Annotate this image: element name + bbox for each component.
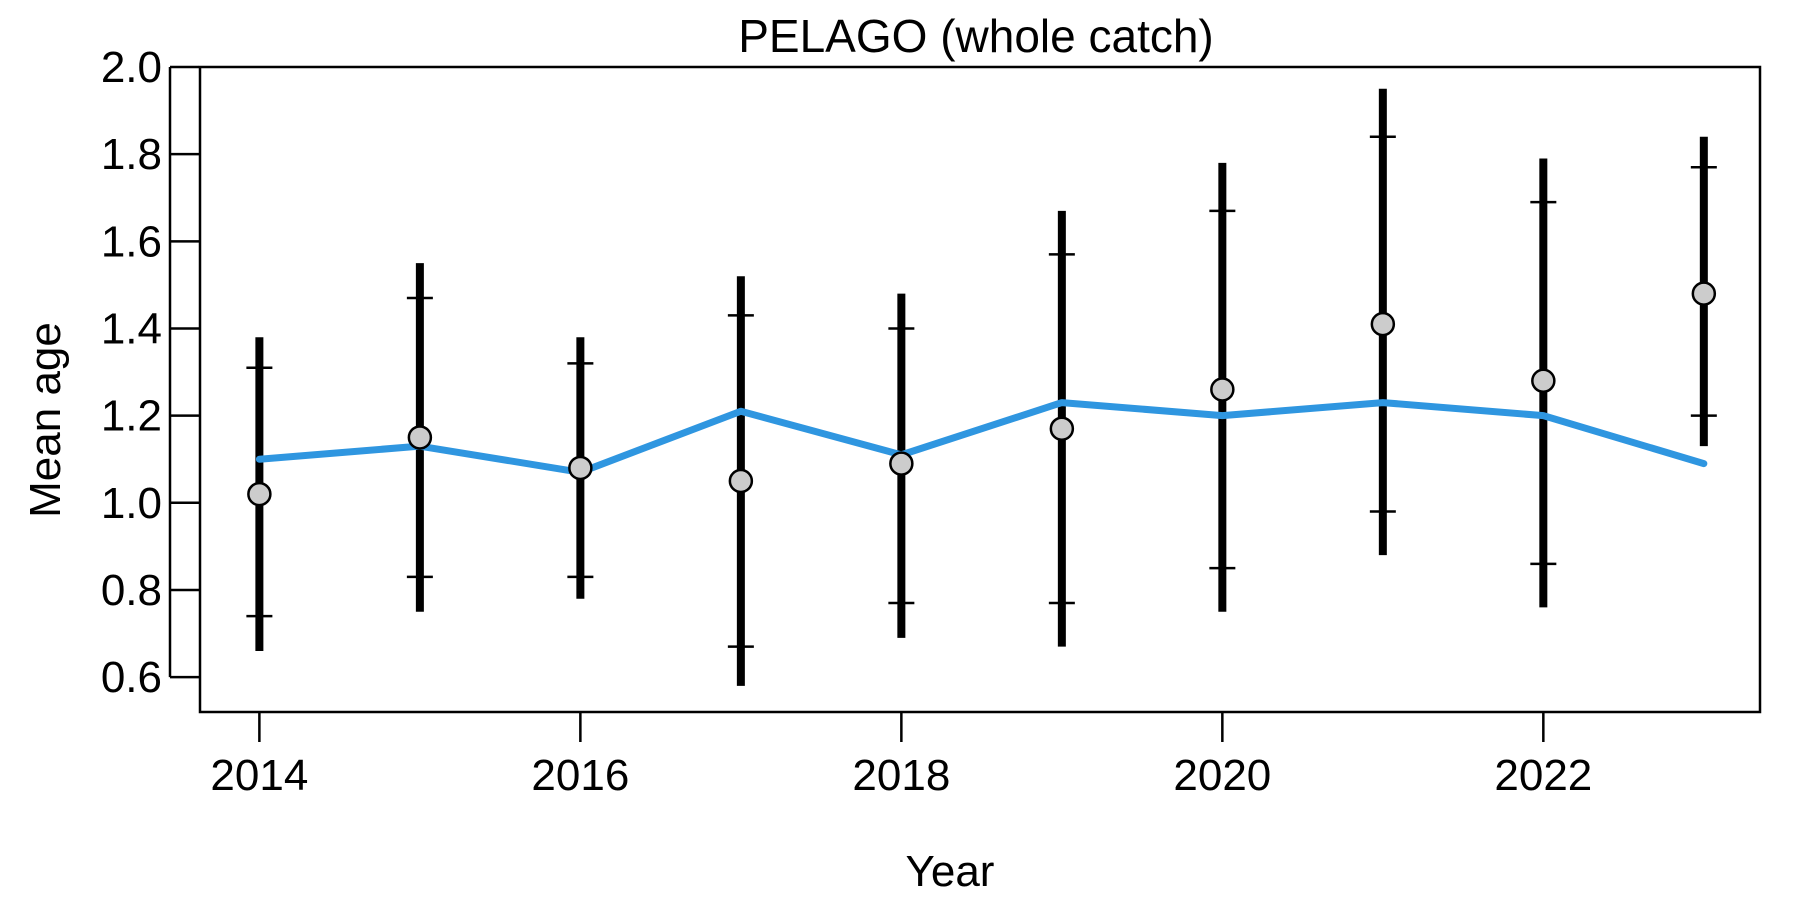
x-tick-label: 2014 bbox=[210, 751, 308, 800]
observed-point bbox=[889, 451, 914, 476]
y-tick-label: 1.0 bbox=[101, 479, 162, 528]
y-tick-label: 1.4 bbox=[101, 304, 162, 353]
observed-points bbox=[247, 281, 1717, 507]
y-tick-label: 0.6 bbox=[101, 653, 162, 702]
x-tick-label: 2022 bbox=[1494, 751, 1592, 800]
observed-point bbox=[1210, 377, 1235, 402]
expected-line-group bbox=[255, 399, 1708, 476]
x-tick-label: 2020 bbox=[1173, 751, 1271, 800]
x-axis-title: Year bbox=[906, 847, 995, 896]
expected-mean-line bbox=[255, 399, 1708, 476]
plot-area-border bbox=[198, 65, 1762, 714]
observed-point bbox=[1049, 416, 1075, 441]
observed-point bbox=[568, 455, 593, 481]
observed-point bbox=[407, 425, 433, 450]
observed-point bbox=[1531, 368, 1556, 394]
y-tick-label: 0.8 bbox=[101, 566, 162, 615]
x-tick-label: 2018 bbox=[852, 751, 950, 800]
y-tick-label: 1.6 bbox=[101, 217, 162, 266]
error-bars bbox=[246, 88, 1717, 686]
observed-point bbox=[1370, 311, 1396, 337]
chart-title: PELAGO (whole catch) bbox=[738, 10, 1214, 62]
y-tick-label: 1.2 bbox=[101, 392, 162, 441]
observed-point bbox=[728, 468, 754, 494]
observed-point bbox=[247, 481, 272, 507]
y-tick-label: 1.8 bbox=[101, 130, 162, 179]
x-axis: 2014 2016 2018 2020 2022 bbox=[210, 712, 1592, 800]
y-axis: 0.6 0.8 1.0 1.2 1.4 1.6 1.8 2.0 bbox=[101, 43, 199, 702]
observed-point bbox=[1691, 281, 1717, 306]
x-tick-label: 2016 bbox=[531, 751, 629, 800]
y-tick-label: 2.0 bbox=[101, 43, 162, 92]
y-axis-title: Mean age bbox=[21, 322, 70, 518]
